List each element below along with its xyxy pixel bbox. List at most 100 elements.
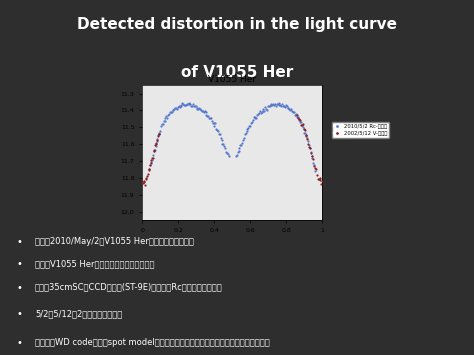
Point	[155, 131, 163, 137]
Point	[309, 157, 317, 162]
Point	[287, 106, 295, 112]
Point	[222, 149, 230, 155]
Point	[273, 101, 281, 106]
Point	[198, 109, 206, 114]
Point	[219, 141, 226, 147]
Point	[236, 146, 243, 151]
Point	[316, 175, 323, 181]
Point	[203, 114, 211, 119]
Point	[308, 153, 315, 159]
Point	[277, 102, 284, 108]
Point	[303, 135, 311, 141]
Point	[299, 121, 307, 126]
Point	[154, 133, 162, 138]
Point	[151, 147, 158, 153]
Point	[258, 109, 265, 115]
Point	[149, 155, 157, 161]
Point	[292, 111, 300, 117]
Point	[162, 115, 169, 121]
Point	[281, 104, 289, 110]
Point	[154, 136, 161, 142]
Point	[314, 176, 321, 181]
Point	[269, 103, 276, 108]
Point	[264, 103, 272, 109]
Point	[319, 178, 326, 184]
Point	[274, 102, 282, 107]
Point	[255, 111, 262, 117]
Point	[291, 113, 299, 118]
Point	[145, 168, 153, 173]
Point	[192, 103, 200, 109]
Point	[140, 179, 147, 185]
Point	[181, 103, 189, 108]
Point	[285, 106, 293, 112]
Text: •: •	[17, 338, 22, 348]
Point	[217, 135, 224, 140]
Point	[159, 121, 166, 126]
Point	[155, 132, 162, 138]
Point	[150, 147, 157, 153]
Point	[146, 166, 153, 172]
Point	[151, 148, 158, 153]
Point	[225, 153, 232, 159]
Point	[152, 143, 159, 148]
Point	[265, 103, 273, 109]
Point	[168, 109, 175, 115]
Point	[221, 146, 229, 151]
Point	[156, 128, 164, 134]
Point	[270, 101, 277, 107]
Text: ここでV1055 Herの光度曲線に歪を検出した: ここでV1055 Herの光度曲線に歪を検出した	[35, 259, 155, 268]
Point	[170, 108, 177, 113]
Point	[300, 126, 307, 132]
Text: 5/2と5/12の2夜の観測を行った: 5/2と5/12の2夜の観測を行った	[35, 309, 122, 318]
Point	[253, 116, 260, 121]
Point	[296, 117, 304, 122]
Point	[201, 109, 209, 114]
Point	[173, 106, 181, 112]
Point	[313, 172, 320, 178]
Point	[300, 126, 308, 132]
Point	[219, 141, 227, 147]
Point	[166, 109, 173, 115]
Text: of V1055 Her: of V1055 Her	[181, 65, 293, 80]
Point	[183, 102, 191, 107]
Point	[180, 102, 188, 108]
Point	[286, 107, 294, 113]
Point	[302, 132, 310, 138]
Point	[210, 123, 218, 129]
Point	[208, 118, 216, 124]
Point	[306, 145, 314, 151]
Point	[298, 122, 306, 128]
Point	[259, 108, 266, 114]
Point	[232, 153, 240, 159]
Point	[279, 103, 287, 109]
Point	[284, 105, 292, 111]
Point	[301, 127, 309, 133]
Point	[310, 162, 318, 168]
Point	[160, 119, 167, 124]
Point	[268, 101, 275, 107]
Text: •: •	[17, 259, 22, 269]
Point	[184, 102, 191, 107]
Point	[172, 105, 179, 111]
Point	[190, 103, 198, 109]
Point	[141, 182, 149, 188]
Point	[297, 119, 305, 125]
Point	[175, 103, 182, 108]
Point	[312, 166, 319, 171]
Point	[246, 124, 253, 129]
Point	[141, 179, 148, 184]
Point	[187, 103, 195, 109]
Point	[257, 110, 264, 116]
Point	[182, 102, 190, 108]
Point	[242, 130, 249, 136]
Point	[295, 117, 303, 123]
Point	[318, 181, 325, 186]
Point	[188, 103, 196, 109]
Point	[266, 103, 273, 109]
Point	[241, 131, 248, 137]
Point	[153, 141, 160, 146]
Text: この歪をWD codeによりspot modelで解析するための基砀的検討を行ったので報告する: この歪をWD codeによりspot modelで解析するための基砀的検討を行っ…	[35, 338, 270, 347]
Point	[146, 166, 153, 171]
Point	[169, 107, 176, 113]
